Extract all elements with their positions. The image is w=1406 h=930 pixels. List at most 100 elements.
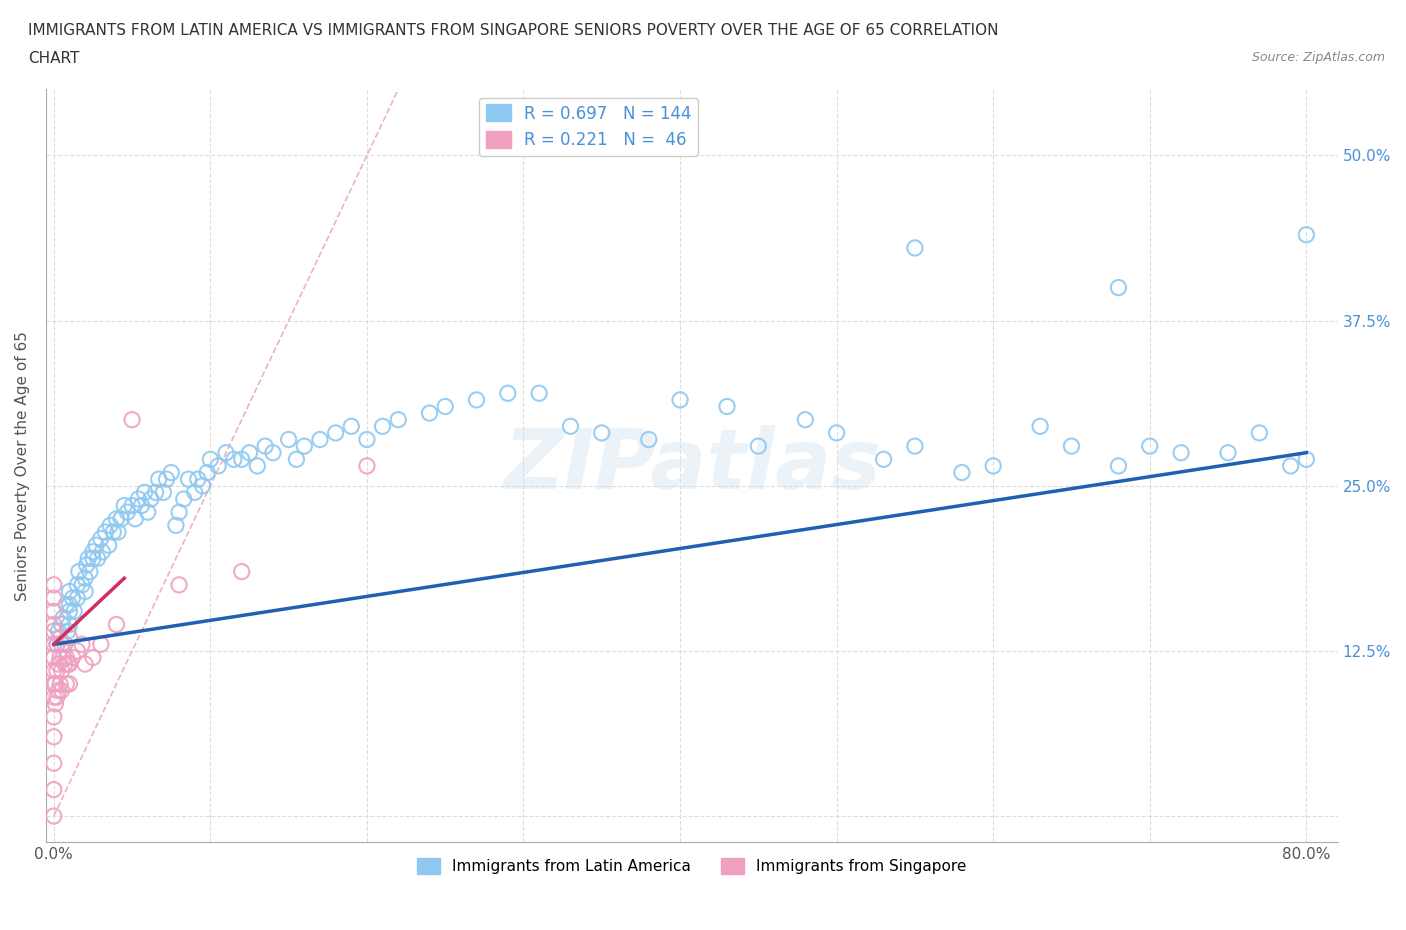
- Point: [44, 676, 66, 691]
- Point: [53, 657, 76, 671]
- Point: [42, 710, 65, 724]
- Point: [82, 544, 104, 559]
- Point: [42, 650, 65, 665]
- Point: [160, 465, 183, 480]
- Point: [86, 551, 108, 565]
- Point: [107, 525, 129, 539]
- Point: [1279, 458, 1302, 473]
- Point: [1170, 445, 1192, 460]
- Point: [70, 578, 93, 592]
- Point: [76, 558, 98, 573]
- Point: [904, 439, 927, 454]
- Point: [117, 505, 139, 520]
- Point: [187, 472, 209, 486]
- Point: [42, 808, 65, 823]
- Point: [238, 445, 260, 460]
- Point: [44, 697, 66, 711]
- Point: [42, 676, 65, 691]
- Point: [52, 650, 75, 665]
- Point: [1295, 227, 1317, 242]
- Point: [1216, 445, 1239, 460]
- Point: [325, 425, 347, 440]
- Point: [112, 498, 135, 513]
- Point: [872, 452, 894, 467]
- Point: [215, 445, 238, 460]
- Point: [82, 551, 104, 565]
- Point: [82, 650, 104, 665]
- Point: [42, 578, 65, 592]
- Point: [97, 538, 120, 552]
- Point: [1249, 425, 1271, 440]
- Point: [90, 531, 112, 546]
- Point: [51, 637, 73, 652]
- Point: [637, 432, 659, 447]
- Point: [1139, 439, 1161, 454]
- Point: [90, 637, 112, 652]
- Point: [45, 663, 67, 678]
- Point: [167, 578, 190, 592]
- Point: [45, 637, 67, 652]
- Point: [51, 684, 73, 698]
- Point: [134, 485, 156, 499]
- Point: [58, 584, 80, 599]
- Point: [231, 452, 253, 467]
- Point: [42, 617, 65, 631]
- Point: [560, 418, 582, 433]
- Point: [825, 425, 848, 440]
- Point: [94, 525, 117, 539]
- Point: [98, 518, 121, 533]
- Point: [527, 386, 550, 401]
- Point: [58, 631, 80, 645]
- Point: [254, 439, 277, 454]
- Point: [904, 241, 927, 256]
- Point: [1107, 280, 1129, 295]
- Point: [62, 650, 84, 665]
- Y-axis label: Seniors Poverty Over the Age of 65: Seniors Poverty Over the Age of 65: [15, 331, 30, 601]
- Point: [195, 465, 218, 480]
- Point: [794, 412, 817, 427]
- Point: [70, 637, 93, 652]
- Point: [262, 445, 284, 460]
- Point: [152, 485, 174, 499]
- Point: [42, 637, 65, 652]
- Point: [246, 458, 269, 473]
- Point: [591, 425, 613, 440]
- Point: [53, 637, 76, 652]
- Point: [465, 392, 488, 407]
- Legend: Immigrants from Latin America, Immigrants from Singapore: Immigrants from Latin America, Immigrant…: [411, 852, 973, 880]
- Point: [55, 597, 77, 612]
- Point: [42, 756, 65, 771]
- Point: [200, 452, 222, 467]
- Point: [51, 663, 73, 678]
- Text: CHART: CHART: [28, 51, 80, 66]
- Point: [155, 472, 177, 486]
- Point: [747, 439, 769, 454]
- Text: ZIPatlas: ZIPatlas: [503, 425, 880, 507]
- Point: [1029, 418, 1052, 433]
- Point: [58, 597, 80, 612]
- Point: [77, 551, 100, 565]
- Point: [42, 690, 65, 705]
- Point: [1060, 439, 1083, 454]
- Point: [49, 676, 72, 691]
- Point: [52, 610, 75, 625]
- Point: [49, 650, 72, 665]
- Point: [110, 512, 132, 526]
- Point: [124, 512, 146, 526]
- Point: [277, 432, 299, 447]
- Point: [75, 657, 97, 671]
- Point: [222, 452, 245, 467]
- Point: [66, 644, 89, 658]
- Point: [45, 637, 67, 652]
- Point: [148, 472, 170, 486]
- Point: [131, 498, 153, 513]
- Point: [42, 604, 65, 618]
- Point: [42, 729, 65, 744]
- Text: Source: ZipAtlas.com: Source: ZipAtlas.com: [1251, 51, 1385, 64]
- Point: [103, 525, 125, 539]
- Point: [55, 650, 77, 665]
- Point: [56, 657, 79, 671]
- Point: [167, 505, 190, 520]
- Point: [292, 439, 315, 454]
- Point: [145, 485, 167, 499]
